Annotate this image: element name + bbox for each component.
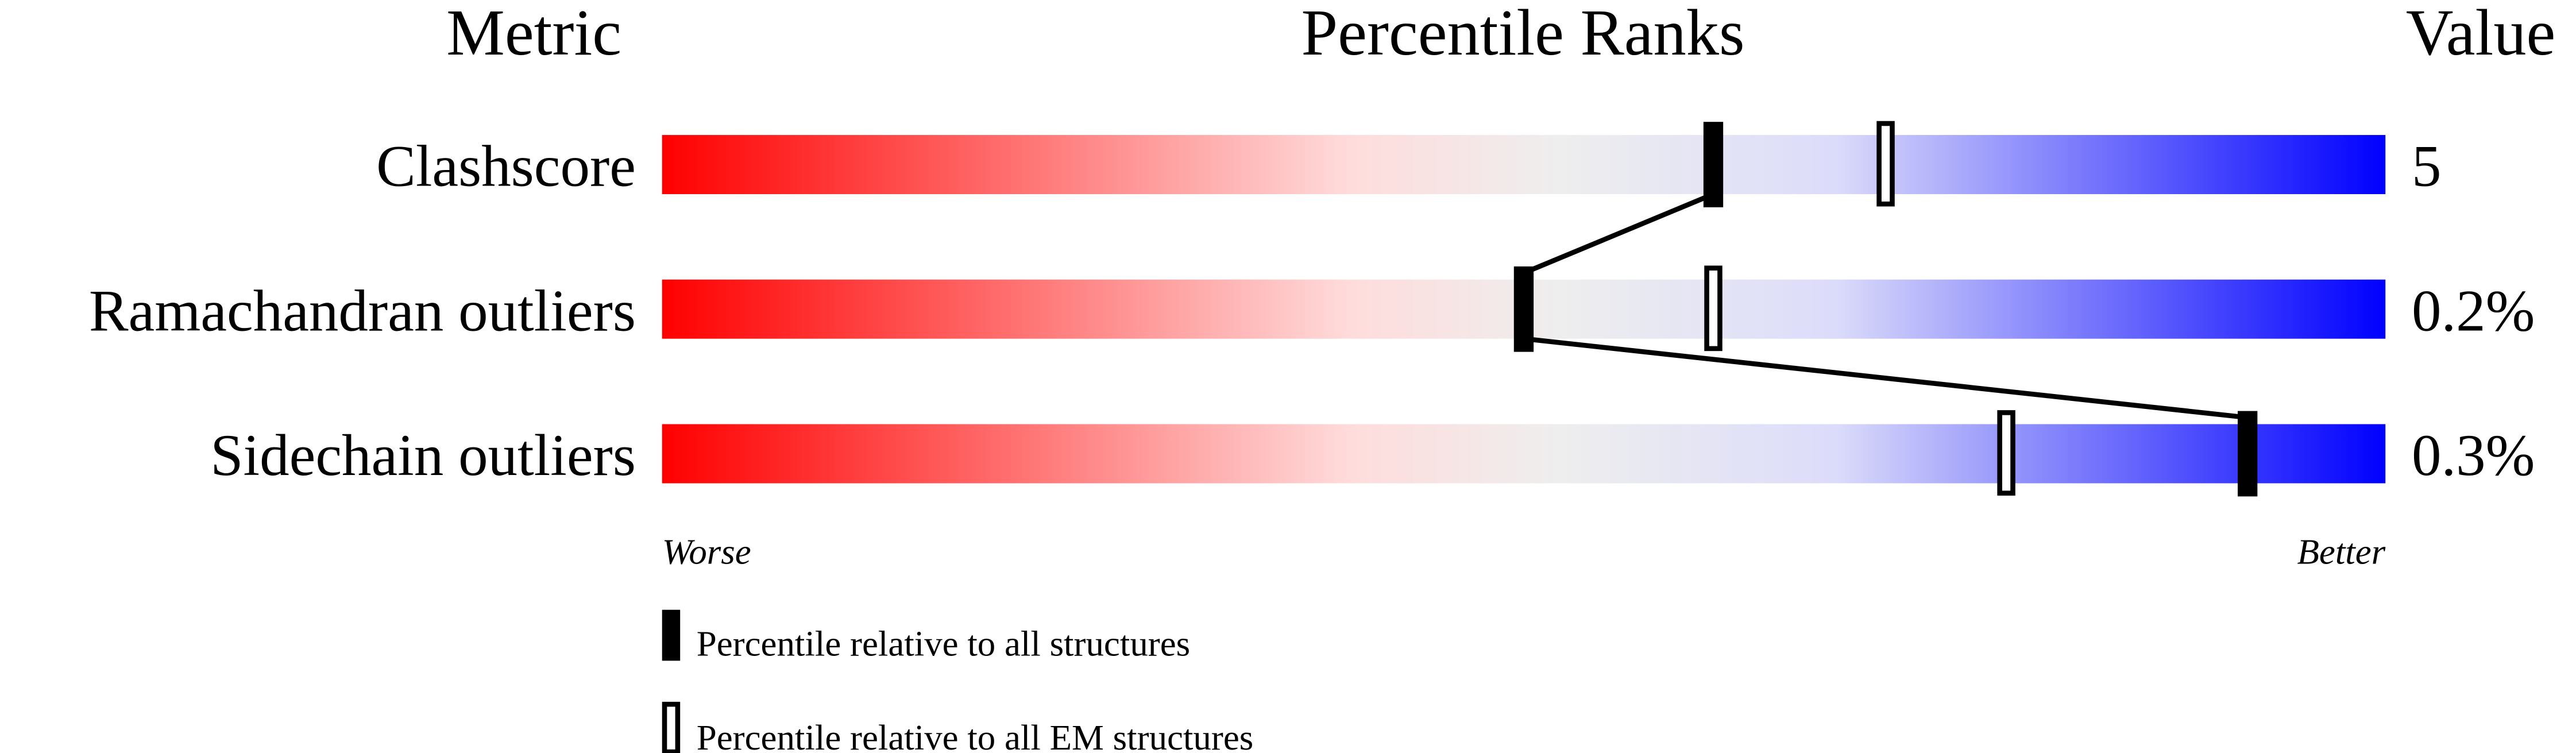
all-percentile-marker (2238, 411, 2258, 497)
metric-value: 0.3% (2412, 423, 2535, 488)
percentile-bar (662, 135, 2386, 195)
axis-label-worse: Worse (662, 532, 751, 572)
metric-label: Sidechain outliers (210, 423, 636, 488)
metric-value: 0.2% (2412, 278, 2535, 343)
all-percentile-marker (1703, 122, 1724, 207)
legend-open-marker (662, 701, 681, 753)
percentile-connector-line (1523, 336, 2248, 420)
legend-filled-marker (662, 609, 681, 661)
metric-label: Clashscore (376, 134, 636, 199)
header-value: Value (2406, 0, 2556, 69)
percentile-connector-line (1523, 192, 1714, 276)
legend-label-em: Percentile relative to all EM structures (697, 717, 1253, 753)
legend-label-all: Percentile relative to all structures (697, 624, 1190, 664)
em-percentile-marker (1876, 121, 1895, 207)
header-metric: Metric (446, 0, 621, 69)
percentile-bar (662, 424, 2386, 484)
header-percentile-ranks: Percentile Ranks (1301, 0, 1745, 69)
metric-value: 5 (2412, 134, 2441, 199)
metric-label: Ramachandran outliers (89, 278, 636, 343)
em-percentile-marker (1997, 410, 2015, 496)
em-percentile-marker (1704, 265, 1723, 352)
axis-label-better: Better (2297, 532, 2385, 572)
